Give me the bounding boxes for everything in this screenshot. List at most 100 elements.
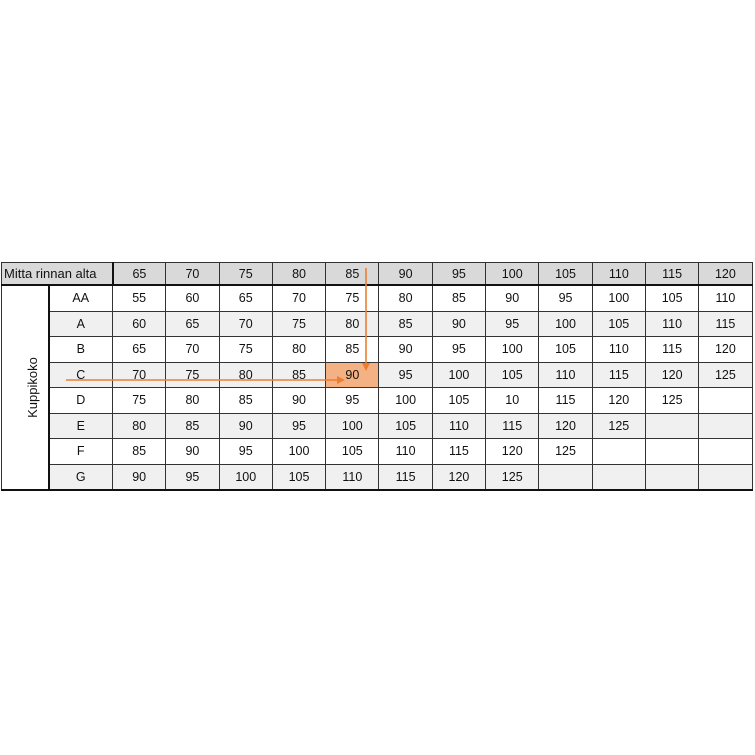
size-cell xyxy=(644,438,700,465)
size-cell: 80 xyxy=(165,387,220,414)
header-row: Mitta rinnan alta 65 70 75 80 85 90 95 100 105 110… xyxy=(1,262,753,286)
column-header: 115 xyxy=(644,262,700,286)
size-cell: 125 xyxy=(538,438,593,465)
table-row: F 85 90 95 100 105 110 115 120 125 xyxy=(2,438,753,465)
cup-size-cell: E xyxy=(47,412,113,439)
size-cell: 10 xyxy=(485,387,540,414)
size-cell: 60 xyxy=(111,310,167,337)
table-row: C 70 75 80 85 90 95 100 105 110 115 120 125 xyxy=(2,361,753,388)
size-cell: 110 xyxy=(325,463,380,491)
size-cell: 125 xyxy=(485,463,540,491)
size-cell: 120 xyxy=(644,361,700,388)
size-cell: 70 xyxy=(111,361,167,388)
bra-size-table: Mitta rinnan alta 65 70 75 80 85 90 95 100 105 110… xyxy=(1,262,753,491)
size-cell: 95 xyxy=(485,310,540,337)
side-label-cell: Kuppikoko xyxy=(1,284,49,491)
size-cell: 120 xyxy=(431,463,487,491)
size-cell: 115 xyxy=(538,387,593,414)
size-cell: 105 xyxy=(378,412,433,439)
column-header: 120 xyxy=(698,262,753,286)
size-cell: 105 xyxy=(431,387,487,414)
size-cell: 105 xyxy=(538,336,593,363)
table-row: Kuppikoko AA 55 60 65 70 75 80 85 90 95 100 105 110 xyxy=(1,284,753,491)
size-cell: 100 xyxy=(271,438,327,465)
size-cell xyxy=(698,463,753,491)
cup-size-cell: C xyxy=(47,361,113,388)
size-cell: 95 xyxy=(431,336,487,363)
size-cell: 80 xyxy=(111,412,167,439)
size-cell: 75 xyxy=(111,387,167,414)
size-cell: 115 xyxy=(431,438,487,465)
column-header: 90 xyxy=(378,262,433,286)
size-cell: 85 xyxy=(325,336,380,363)
size-cell: 70 xyxy=(271,284,327,312)
size-cell: 70 xyxy=(218,310,273,337)
size-cell: 110 xyxy=(644,310,700,337)
size-cell xyxy=(698,438,753,465)
size-cell xyxy=(644,412,700,439)
side-label: Kuppikoko xyxy=(24,357,40,418)
size-cell: 75 xyxy=(271,310,327,337)
size-cell: 70 xyxy=(165,336,220,363)
column-header: 100 xyxy=(485,262,540,286)
size-cell: 115 xyxy=(644,336,700,363)
table-row: A 60 65 70 75 80 85 90 95 100 105 110 115 xyxy=(2,310,753,337)
size-cell: 95 xyxy=(218,438,273,465)
size-cell: 100 xyxy=(431,361,487,388)
size-cell xyxy=(591,438,646,465)
size-cell: 90 xyxy=(111,463,167,491)
size-cell xyxy=(644,463,700,491)
size-cell: 60 xyxy=(165,284,220,312)
size-cell xyxy=(698,387,753,414)
size-cell: 95 xyxy=(378,361,433,388)
column-header: 105 xyxy=(538,262,593,286)
size-cell: 80 xyxy=(218,361,273,388)
size-cell: 110 xyxy=(538,361,593,388)
size-cell: 90 xyxy=(165,438,220,465)
size-cell: 105 xyxy=(644,284,700,312)
table-row: G 90 95 100 105 110 115 120 125 xyxy=(2,463,753,491)
size-cell: 120 xyxy=(538,412,593,439)
size-cell: 90 xyxy=(431,310,487,337)
size-cell: 115 xyxy=(485,412,540,439)
size-cell: 120 xyxy=(591,387,646,414)
size-cell: 55 xyxy=(111,284,167,312)
size-cell: 85 xyxy=(111,438,167,465)
size-cell: 85 xyxy=(271,361,327,388)
size-cell: 110 xyxy=(698,284,753,312)
size-cell: 65 xyxy=(218,284,273,312)
header-label: Mitta rinnan alta xyxy=(1,262,114,286)
size-cell: 120 xyxy=(698,336,753,363)
cup-size-cell: F xyxy=(47,438,113,465)
size-cell: 115 xyxy=(378,463,433,491)
column-header: 65 xyxy=(111,262,167,286)
column-header: 85 xyxy=(325,262,380,286)
column-header: 110 xyxy=(591,262,646,286)
column-header: 95 xyxy=(431,262,487,286)
size-cell: 115 xyxy=(698,310,753,337)
size-cell: 75 xyxy=(218,336,273,363)
cup-size-cell: D xyxy=(47,387,113,414)
size-cell: 80 xyxy=(325,310,380,337)
table-row: D 75 80 85 90 95 100 105 10 115 120 125 xyxy=(2,387,753,414)
size-cell: 125 xyxy=(698,361,753,388)
size-cell: 85 xyxy=(378,310,433,337)
size-cell: 100 xyxy=(378,387,433,414)
size-cell: 120 xyxy=(485,438,540,465)
column-header: 80 xyxy=(271,262,327,286)
size-cell: 90 xyxy=(378,336,433,363)
size-cell: 85 xyxy=(431,284,487,312)
size-cell: 85 xyxy=(165,412,220,439)
size-cell: 125 xyxy=(644,387,700,414)
size-cell: 105 xyxy=(271,463,327,491)
table-row: E 80 85 90 95 100 105 110 115 120 125 xyxy=(2,412,753,439)
bra-size-table-container: Mitta rinnan alta 65 70 75 80 85 90 95 100 105 110… xyxy=(1,262,753,491)
size-cell: 110 xyxy=(591,336,646,363)
size-cell: 100 xyxy=(538,310,593,337)
size-cell: 110 xyxy=(431,412,487,439)
size-cell: 65 xyxy=(165,310,220,337)
size-cell: 100 xyxy=(218,463,273,491)
size-cell: 115 xyxy=(591,361,646,388)
size-cell: 75 xyxy=(325,284,380,312)
cup-size-cell: B xyxy=(47,336,113,363)
